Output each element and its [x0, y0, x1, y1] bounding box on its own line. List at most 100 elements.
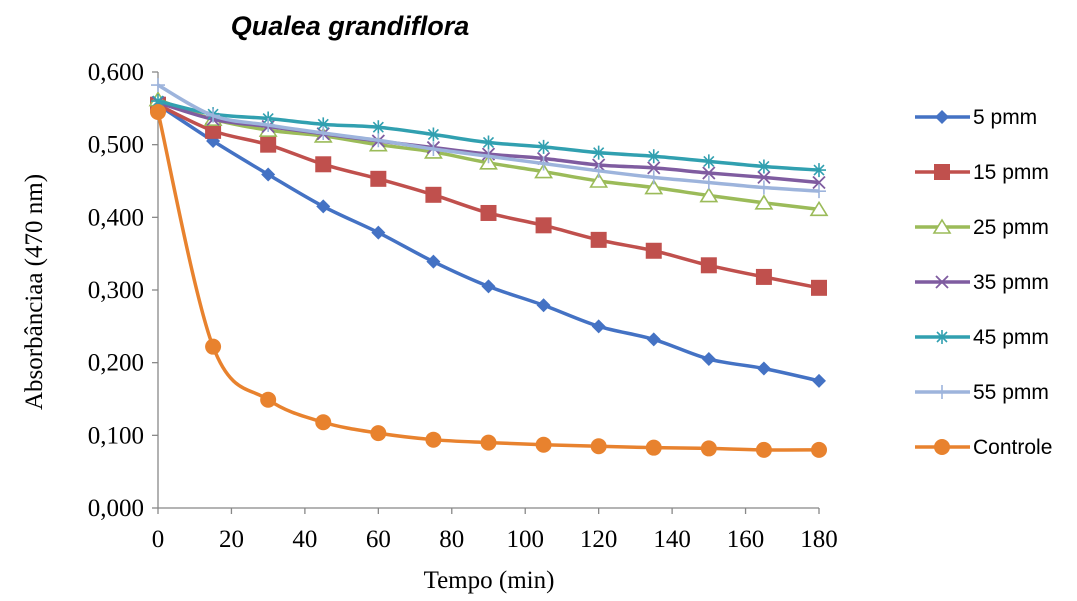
x-tick-label: 100 [506, 526, 544, 553]
legend-label-15-pmm: 15 pmm [973, 161, 1049, 184]
y-tick-label: 0,300 [88, 277, 144, 304]
x-tick-label: 140 [653, 526, 691, 553]
data-point-controle [645, 439, 662, 456]
legend-item-55-pmm: 55 pmm [915, 381, 1049, 404]
data-point-45-pmm [812, 163, 826, 178]
legend-label-55-pmm: 55 pmm [973, 381, 1049, 404]
x-axis-label: Tempo (min) [424, 567, 555, 594]
legend-marker-45-pmm [935, 330, 949, 344]
data-point-45-pmm [371, 120, 386, 135]
data-point-5-pmm [756, 361, 771, 376]
data-point-45-pmm [426, 127, 441, 142]
x-tick-label: 80 [439, 526, 464, 553]
data-point-15-pmm [315, 156, 332, 173]
data-point-5-pmm [646, 332, 661, 347]
legend-marker-55-pmm [935, 385, 949, 399]
y-tick-label: 0,100 [88, 422, 144, 449]
legend-label-controle: Controle [973, 436, 1052, 459]
legend-item-45-pmm: 45 pmm [915, 326, 1049, 349]
data-point-55-pmm [206, 108, 221, 123]
data-point-25-pmm [699, 187, 719, 203]
data-point-controle [480, 434, 497, 451]
data-point-controle [315, 414, 332, 431]
legend-item-25-pmm: 25 pmm [915, 216, 1049, 239]
data-point-15-pmm [645, 242, 662, 259]
y-tick-label: 0,400 [88, 204, 144, 231]
legend-item-35-pmm: 35 pmm [915, 271, 1049, 294]
legend-item-controle: Controle [915, 436, 1052, 459]
data-point-5-pmm [261, 167, 276, 182]
data-point-35-pmm [812, 175, 826, 190]
data-point-45-pmm [536, 139, 551, 154]
x-tick-label: 0 [152, 526, 165, 553]
legend: 5 pmm 15 pmm 25 pmm 35 pmm 45 pmm 55 pmm Contr… [915, 106, 1052, 459]
data-point-15-pmm [590, 231, 607, 248]
legend-label-45-pmm: 45 pmm [973, 326, 1049, 349]
data-point-15-pmm [425, 186, 442, 203]
x-tick-label: 20 [219, 526, 244, 553]
data-point-55-pmm [591, 163, 606, 178]
legend-marker-15-pmm [934, 164, 950, 180]
data-point-5-pmm [812, 373, 826, 388]
x-tick-label: 40 [292, 526, 317, 553]
legend-marker-25-pmm [932, 218, 952, 234]
data-point-35-pmm [647, 161, 661, 175]
data-point-35-pmm [757, 170, 771, 185]
data-point-controle [535, 436, 552, 453]
data-point-5-pmm [536, 298, 551, 313]
data-point-45-pmm [646, 149, 661, 164]
data-point-45-pmm [481, 135, 496, 150]
data-point-25-pmm [754, 194, 774, 210]
x-tick-label: 160 [727, 526, 765, 553]
data-point-15-pmm [370, 170, 387, 187]
y-tick-label: 0,200 [88, 350, 144, 377]
data-point-55-pmm [756, 180, 771, 195]
series-controle [150, 103, 827, 458]
data-point-25-pmm [534, 163, 554, 179]
data-point-controle [425, 431, 442, 448]
data-point-controle [205, 338, 222, 355]
data-point-25-pmm [644, 179, 664, 195]
data-point-55-pmm [316, 126, 331, 141]
data-point-5-pmm [591, 319, 606, 334]
axes: 0,000 0,100 0,200 0,300 0,400 0,500 0,600 0 20 40… [88, 59, 838, 553]
legend-marker-controle [934, 439, 950, 455]
data-point-55-pmm [261, 118, 276, 133]
data-point-55-pmm [371, 133, 386, 148]
data-point-15-pmm [480, 204, 497, 221]
data-point-controle [370, 425, 387, 442]
data-point-5-pmm [371, 225, 386, 240]
data-point-controle [811, 441, 827, 458]
data-point-25-pmm [589, 172, 609, 188]
data-point-15-pmm [811, 279, 827, 296]
x-tick-label: 120 [580, 526, 618, 553]
legend-label-5-pmm: 5 pmm [973, 106, 1037, 129]
legend-item-5-pmm: 5 pmm [915, 106, 1037, 129]
data-point-15-pmm [535, 217, 552, 234]
legend-label-35-pmm: 35 pmm [973, 271, 1049, 294]
series-layer [148, 78, 829, 458]
data-point-controle [590, 438, 607, 455]
y-tick-label: 0,500 [88, 132, 144, 159]
x-tick-label: 180 [800, 526, 838, 553]
data-point-5-pmm [426, 254, 441, 269]
series-55-pmm [151, 78, 826, 199]
data-point-45-pmm [151, 94, 165, 109]
legend-marker-35-pmm [935, 275, 949, 289]
series-15-pmm [150, 96, 827, 296]
y-tick-label: 0,600 [88, 59, 144, 86]
legend-item-15-pmm: 15 pmm [915, 161, 1049, 184]
data-point-15-pmm [260, 136, 277, 153]
y-tick-label: 0,000 [88, 495, 144, 522]
data-point-55-pmm [646, 170, 661, 185]
data-point-55-pmm [151, 78, 165, 93]
data-point-5-pmm [701, 352, 716, 367]
x-tick-label: 60 [366, 526, 391, 553]
data-point-controle [755, 441, 772, 458]
data-point-15-pmm [205, 122, 222, 139]
data-point-15-pmm [755, 268, 772, 285]
data-point-55-pmm [426, 142, 441, 157]
legend-label-25-pmm: 25 pmm [973, 216, 1049, 239]
chart-title: Qualea grandiflora [231, 11, 470, 41]
